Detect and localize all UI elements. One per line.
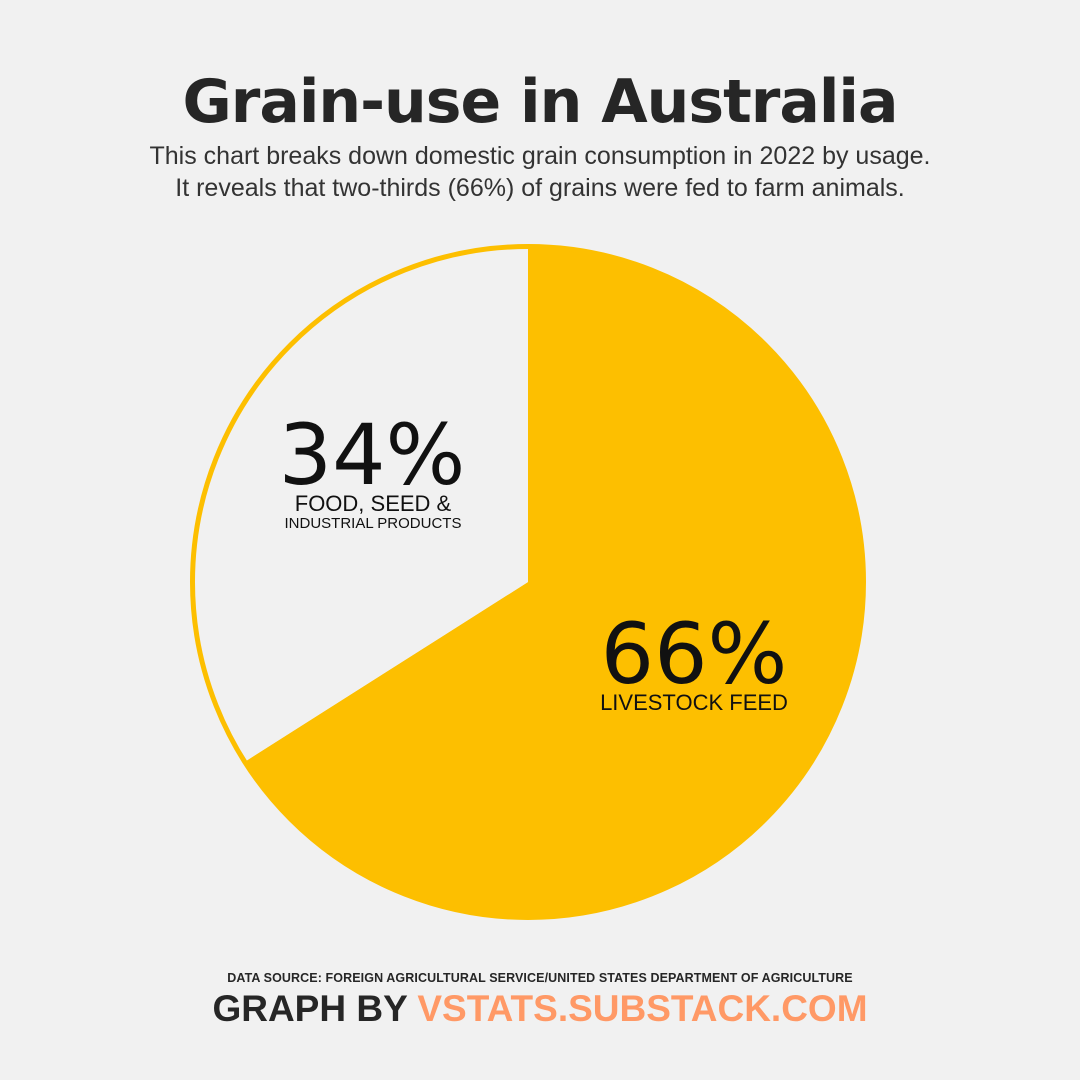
pie-slices [191,245,866,920]
graph-credit: GRAPH BY VSTATS.SUBSTACK.COM [0,986,1080,1032]
subtitle-line-1: This chart breaks down domestic grain co… [149,142,931,170]
credit-prefix: GRAPH BY [212,988,418,1029]
slice-name-food-line-2: INDUSTRIAL PRODUCTS [285,515,462,532]
pie-outline [190,244,866,920]
slice-name-livestock: LIVESTOCK FEED [600,690,788,715]
slice-food-seed-industrial [191,245,528,763]
credit-link[interactable]: VSTATS.SUBSTACK.COM [417,988,868,1029]
chart-subtitle: This chart breaks down domestic grain co… [0,140,1080,204]
data-source: DATA SOURCE: FOREIGN AGRICULTURAL SERVIC… [227,971,853,985]
slice-label-food: 34% FOOD, SEED & INDUSTRIAL PRODUCTS [279,406,466,532]
slice-livestock-feed [243,245,866,920]
slice-value-food: 34% [279,406,466,504]
slice-value-livestock: 66% [601,605,788,703]
chart-title: Grain-use in Australia [182,67,899,137]
subtitle-line-2: It reveals that two-thirds (66%) of grai… [175,174,905,202]
slice-name-food-line-1: FOOD, SEED & [295,491,452,516]
slice-label-livestock: 66% LIVESTOCK FEED [600,605,788,715]
